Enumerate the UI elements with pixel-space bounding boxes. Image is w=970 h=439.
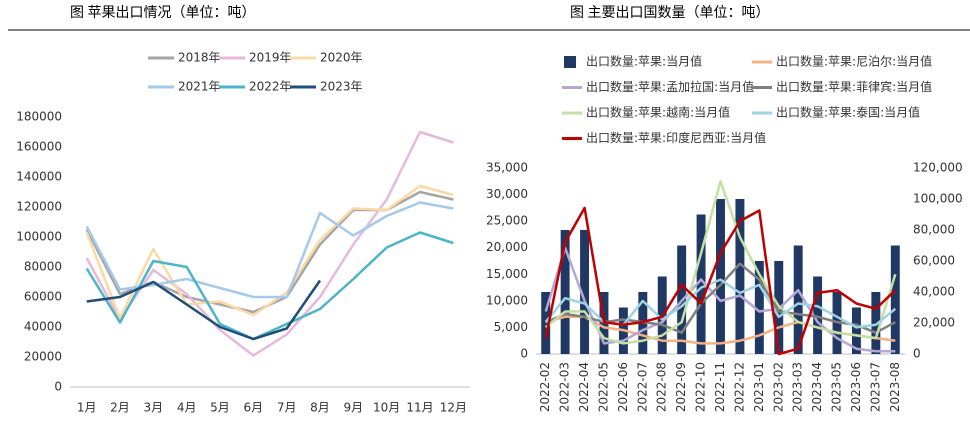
x-tick-label: 10月 xyxy=(373,401,400,415)
x-tick-label: 7月 xyxy=(277,401,297,415)
y-tick-label: 0 xyxy=(54,380,62,394)
x-tick-label: 2022-08 xyxy=(655,362,669,412)
x-tick-label: 1月 xyxy=(77,401,97,415)
series-line xyxy=(85,130,454,357)
x-tick-label: 2023-01 xyxy=(752,362,766,412)
series-line xyxy=(544,246,896,353)
series-line xyxy=(85,231,454,341)
x-tick-label: 2022-04 xyxy=(577,362,591,412)
x-tick-label: 2022-11 xyxy=(713,362,727,412)
y-tick-label: 160000 xyxy=(16,140,62,154)
bar xyxy=(541,292,551,354)
x-tick-label: 4月 xyxy=(177,401,197,415)
legend-label: 出口数量:苹果:菲律宾:当月值 xyxy=(776,79,932,94)
x-tick-label: 2022-02 xyxy=(538,362,552,412)
legend-label: 出口数量:苹果:越南:当月值 xyxy=(586,105,730,120)
legend-label: 出口数量:苹果:尼泊尔:当月值 xyxy=(776,54,932,69)
y2-tick-label: 120,000 xyxy=(913,161,963,175)
x-tick-label: 2023-03 xyxy=(791,362,805,412)
legend-label: 出口数量:苹果:当月值 xyxy=(586,54,702,69)
y2-tick-label: 20,000 xyxy=(913,316,955,330)
y-tick-label: 15,000 xyxy=(486,267,528,281)
legend-label: 出口数量:苹果:印度尼西亚:当月值 xyxy=(586,130,766,145)
legend-label: 2022年 xyxy=(249,80,292,94)
y2-tick-label: 60,000 xyxy=(913,254,955,268)
y2-tick-label: 100,000 xyxy=(913,192,963,206)
bar xyxy=(871,292,881,354)
bar xyxy=(851,307,861,354)
y-tick-label: 35,000 xyxy=(486,161,528,175)
y-tick-label: 140000 xyxy=(16,170,62,184)
x-tick-label: 2023-07 xyxy=(868,362,882,412)
series-line xyxy=(85,184,454,320)
bar xyxy=(890,245,900,354)
x-tick-label: 2023-02 xyxy=(771,362,785,412)
x-tick-label: 6月 xyxy=(244,401,264,415)
y-tick-label: 20,000 xyxy=(486,240,528,254)
x-tick-label: 2月 xyxy=(110,401,130,415)
y-tick-label: 180000 xyxy=(16,110,62,124)
x-tick-label: 5月 xyxy=(210,401,230,415)
legend-label: 出口数量:苹果:泰国:当月值 xyxy=(776,105,920,120)
x-tick-label: 2023-08 xyxy=(888,362,902,412)
x-tick-label: 8月 xyxy=(310,401,330,415)
x-tick-label: 9月 xyxy=(344,401,364,415)
bar xyxy=(754,261,764,354)
bar xyxy=(813,276,823,354)
y2-tick-label: 0 xyxy=(913,347,921,361)
x-tick-label: 2022-09 xyxy=(674,362,688,412)
bar xyxy=(735,199,745,354)
legend-label: 2021年 xyxy=(178,80,221,94)
chart-title: 图 主要出口国数量（单位：吨） xyxy=(570,5,770,21)
y-tick-label: 0 xyxy=(520,347,528,361)
legend-label: 2018年 xyxy=(178,51,221,65)
y-tick-label: 80000 xyxy=(24,260,62,274)
series-line xyxy=(544,180,897,345)
y-tick-label: 30,000 xyxy=(486,187,528,201)
y-tick-label: 100000 xyxy=(16,230,62,244)
x-tick-label: 2023-06 xyxy=(849,362,863,412)
bar xyxy=(696,214,706,354)
bar xyxy=(580,230,590,354)
x-tick-label: 12月 xyxy=(440,401,467,415)
bar xyxy=(716,199,725,354)
y2-tick-label: 40,000 xyxy=(913,285,955,299)
chart-title: 图 苹果出口情况（单位：吨） xyxy=(70,5,256,21)
x-tick-label: 2022-05 xyxy=(596,362,610,412)
bar xyxy=(560,230,570,354)
x-tick-label: 3月 xyxy=(144,401,164,415)
x-tick-label: 2022-10 xyxy=(694,362,708,412)
x-tick-label: 2022-12 xyxy=(732,362,746,412)
x-tick-label: 2023-04 xyxy=(810,362,824,412)
x-tick-label: 2022-06 xyxy=(616,362,630,412)
x-tick-label: 11月 xyxy=(406,401,433,415)
series-line xyxy=(544,206,897,356)
y-tick-label: 40000 xyxy=(24,320,62,334)
x-tick-label: 2023-05 xyxy=(830,362,844,412)
legend-label: 2019年 xyxy=(249,51,292,65)
y-tick-label: 25,000 xyxy=(486,214,528,228)
y-tick-label: 20000 xyxy=(24,350,62,364)
y2-tick-label: 80,000 xyxy=(913,223,955,237)
series-line xyxy=(86,279,322,341)
legend-label: 出口数量:苹果:孟加拉国:当月值 xyxy=(586,79,754,94)
legend-marker xyxy=(564,56,576,68)
y-tick-label: 5,000 xyxy=(494,320,528,334)
y-tick-label: 60000 xyxy=(24,290,62,304)
x-tick-label: 2022-03 xyxy=(558,362,572,412)
legend-label: 2020年 xyxy=(320,51,363,65)
bar xyxy=(793,245,803,354)
legend-label: 2023年 xyxy=(320,80,363,94)
y-tick-label: 120000 xyxy=(16,200,62,214)
y-tick-label: 10,000 xyxy=(486,293,528,307)
x-tick-label: 2022-07 xyxy=(635,362,649,412)
